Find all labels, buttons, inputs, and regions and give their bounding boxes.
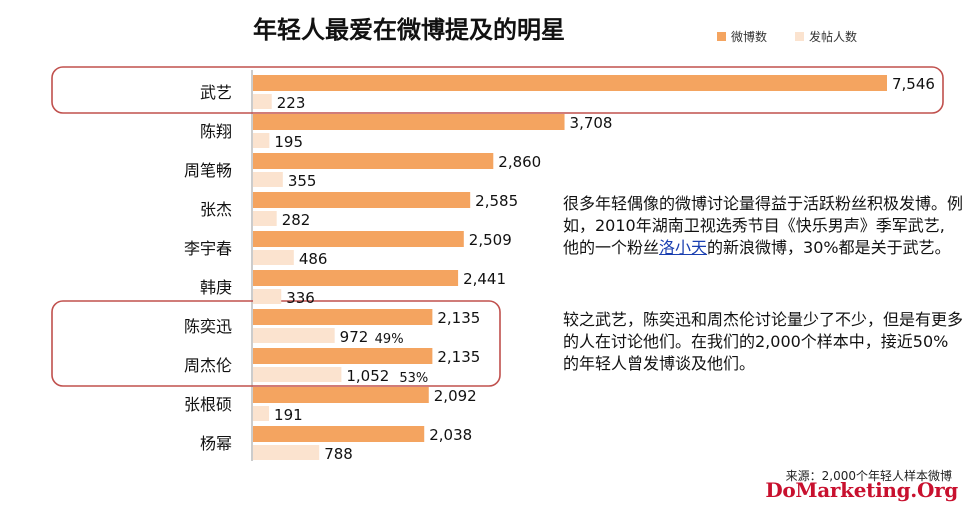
bar-posts [253, 231, 464, 247]
bar-users [253, 94, 272, 109]
category-label: 韩庚 [200, 278, 232, 297]
data-label-posts: 2,860 [498, 153, 541, 171]
commentary-1-text-a: 很多年轻偶像的微博讨论量得益于活跃粉丝积极发博。例如，2010年湖南卫视选秀节目… [563, 194, 964, 257]
bar-users [253, 406, 270, 421]
legend-item-users: 发帖人数 [795, 28, 857, 45]
commentary-1-text-b: 的新浪微博，30%都是关于武艺。 [707, 238, 951, 257]
bar-users [253, 328, 335, 343]
data-label-posts: 2,441 [463, 270, 506, 288]
bar-users [253, 289, 282, 304]
legend-label-users: 发帖人数 [809, 30, 858, 44]
category-label: 陈奕迅 [184, 317, 232, 336]
category-label: 陈翔 [200, 122, 232, 141]
category-label: 周笔畅 [184, 161, 232, 180]
bar-users [253, 211, 277, 226]
bar-users [253, 133, 270, 148]
category-label: 武艺 [200, 83, 232, 102]
data-label-users: 486 [299, 250, 328, 268]
data-label-posts: 2,135 [437, 309, 480, 327]
data-label-users: 191 [274, 406, 303, 424]
category-label: 李宇春 [184, 239, 232, 258]
bar-posts [253, 348, 433, 364]
data-label-posts: 2,092 [434, 387, 477, 405]
fan-weibo-link[interactable]: 洛小天 [659, 238, 708, 257]
category-label: 张杰 [200, 200, 232, 219]
data-label-users: 195 [274, 133, 303, 151]
data-label-users: 355 [288, 172, 317, 190]
bar-posts [253, 309, 433, 325]
bar-posts [253, 114, 565, 130]
legend-swatch-posts [717, 32, 726, 41]
share-annotation: 53% [399, 371, 428, 386]
share-annotation: 49% [375, 332, 404, 347]
bar-posts [253, 387, 429, 403]
bar-posts [253, 426, 425, 442]
bar-users [253, 445, 320, 460]
data-label-posts: 2,509 [469, 231, 512, 249]
category-label: 杨幂 [200, 434, 232, 453]
source-note: 来源：2,000个年轻人样本微博 [785, 469, 952, 483]
bar-posts [253, 75, 887, 91]
bar-posts [253, 153, 494, 169]
data-label-users: 972 [340, 328, 369, 346]
data-label-users: 223 [277, 94, 306, 112]
bar-posts [253, 270, 459, 286]
data-label-users: 282 [282, 211, 311, 229]
commentary-paragraph-2: 较之武艺，陈奕迅和周杰伦讨论量少了不少，但是有更多的人在讨论他们。在我们的2,0… [563, 310, 964, 373]
highlight-box-1 [51, 66, 944, 114]
legend-item-posts: 微博数 [717, 28, 767, 45]
data-label-users: 336 [286, 289, 315, 307]
bar-users [253, 250, 294, 265]
category-label: 周杰伦 [184, 356, 232, 375]
legend-label-posts: 微博数 [731, 30, 768, 44]
watermark: DoMarketing.Org [765, 478, 958, 502]
chart-title: 年轻人最爱在微博提及的明星 [253, 16, 565, 44]
bar-users [253, 172, 283, 187]
data-label-posts: 2,038 [429, 426, 472, 444]
bar-posts [253, 192, 471, 208]
bar-users [253, 367, 342, 382]
data-label-users: 788 [324, 445, 353, 463]
data-label-posts: 2,585 [475, 192, 518, 210]
data-label-posts: 3,708 [570, 114, 613, 132]
data-label-posts: 7,546 [892, 75, 935, 93]
data-label-users: 1,052 [346, 367, 389, 385]
data-label-posts: 2,135 [437, 348, 480, 366]
commentary-paragraph-1: 很多年轻偶像的微博讨论量得益于活跃粉丝积极发博。例如，2010年湖南卫视选秀节目… [563, 193, 963, 259]
legend-swatch-users [795, 32, 804, 41]
category-label: 张根硕 [184, 395, 232, 414]
